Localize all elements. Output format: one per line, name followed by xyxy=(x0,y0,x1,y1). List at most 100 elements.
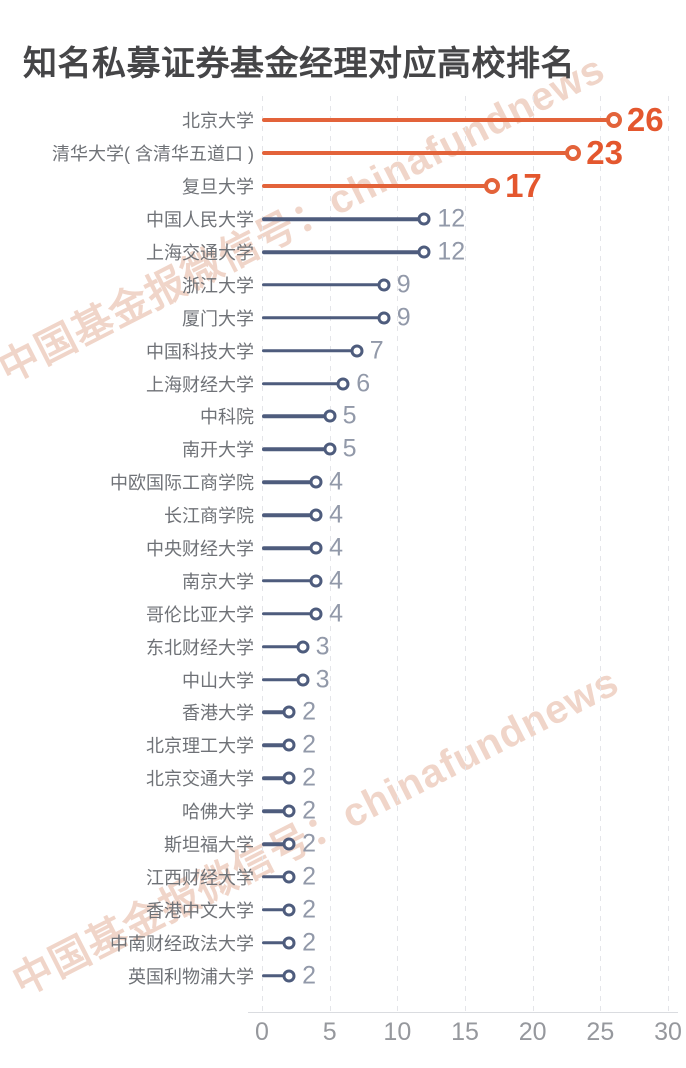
lollipop-dot xyxy=(282,837,296,851)
value-label: 2 xyxy=(302,697,316,726)
category-label: 中山大学 xyxy=(182,670,254,691)
lollipop-line xyxy=(262,283,384,287)
lollipop-line xyxy=(262,447,330,452)
category-label: 上海交通大学 xyxy=(146,243,254,263)
lollipop-track: 4 xyxy=(262,532,686,565)
lollipop-track: 2 xyxy=(262,696,686,729)
lollipop-line xyxy=(262,940,290,945)
lollipop-line xyxy=(262,348,357,353)
lollipop-dot xyxy=(309,475,323,489)
x-tick-label: 10 xyxy=(383,1018,412,1046)
chart-row: 中南财经政法大学 2 xyxy=(0,926,686,959)
chart-row: 中央财经大学 4 xyxy=(0,532,686,565)
lollipop-dot xyxy=(605,112,622,129)
value-label: 3 xyxy=(315,632,330,661)
gridline xyxy=(397,96,399,1012)
lollipop-dot xyxy=(309,574,323,588)
value-label: 17 xyxy=(505,167,542,205)
lollipop-line xyxy=(262,677,303,682)
value-label: 2 xyxy=(302,763,316,792)
value-label: 2 xyxy=(302,730,316,759)
lollipop-dot xyxy=(282,738,296,752)
chart-row: 长江商学院 4 xyxy=(0,499,686,532)
lollipop-track: 9 xyxy=(262,268,686,301)
x-tick-label: 5 xyxy=(322,1018,337,1046)
value-label: 5 xyxy=(342,401,357,430)
lollipop-dot xyxy=(336,377,350,391)
value-label: 2 xyxy=(302,895,316,924)
lollipop-track: 9 xyxy=(262,301,686,334)
chart-row: 英国利物浦大学 2 xyxy=(0,959,686,992)
lollipop-track: 2 xyxy=(262,828,686,861)
value-label: 2 xyxy=(302,796,316,825)
lollipop-line xyxy=(262,875,290,879)
value-label: 26 xyxy=(626,101,664,139)
chart-row: 北京交通大学 2 xyxy=(0,762,686,795)
lollipop-track: 2 xyxy=(262,762,686,795)
lollipop-line xyxy=(262,480,317,484)
lollipop-dot xyxy=(282,705,296,719)
lollipop-track: 2 xyxy=(262,959,686,992)
value-label: 7 xyxy=(369,336,384,365)
gridline xyxy=(600,96,602,1012)
category-label: 哥伦比亚大学 xyxy=(146,604,254,625)
value-label: 4 xyxy=(329,533,344,562)
value-label: 9 xyxy=(396,270,411,299)
gridline xyxy=(329,96,331,1012)
lollipop-track: 2 xyxy=(262,729,686,762)
chart-row: 中国人民大学 12 xyxy=(0,203,686,236)
category-label: 中国人民大学 xyxy=(146,210,254,231)
category-label: 中欧国际工商学院 xyxy=(110,473,254,494)
category-label: 香港大学 xyxy=(182,703,254,724)
lollipop-dot xyxy=(282,771,296,785)
lollipop-line xyxy=(262,381,344,386)
lollipop-line xyxy=(262,513,317,517)
chart-row: 哈佛大学 2 xyxy=(0,795,686,828)
lollipop-line xyxy=(262,743,290,748)
category-label: 浙江大学 xyxy=(182,275,254,296)
lollipop-track: 2 xyxy=(262,926,686,959)
lollipop-line xyxy=(262,710,290,715)
chart-row: 南开大学 5 xyxy=(0,433,686,466)
gridline xyxy=(532,96,534,1012)
lollipop-track: 4 xyxy=(262,499,686,532)
chart-row: 上海交通大学 12 xyxy=(0,236,686,269)
lollipop-dot xyxy=(309,508,323,522)
lollipop-dot xyxy=(296,673,310,687)
chart-row: 复旦大学 17 xyxy=(0,167,686,205)
gridline xyxy=(668,96,669,1012)
category-label: 上海财经大学 xyxy=(146,374,254,395)
chart-row: 浙江大学 9 xyxy=(0,268,686,301)
lollipop-dot xyxy=(417,212,431,226)
category-label: 南京大学 xyxy=(182,571,254,592)
lollipop-track: 26 xyxy=(262,101,686,139)
lollipop-dot xyxy=(282,969,296,983)
lollipop-line xyxy=(262,842,290,846)
lollipop-dot xyxy=(323,409,337,423)
chart-row: 江西财经大学 2 xyxy=(0,860,686,893)
category-label: 北京理工大学 xyxy=(146,736,254,757)
lollipop-track: 12 xyxy=(262,236,686,269)
chart-row: 北京大学 26 xyxy=(0,101,686,139)
category-label: 中南财经政法大学 xyxy=(110,933,254,954)
chart-row: 中科院 5 xyxy=(0,400,686,433)
category-label: 哈佛大学 xyxy=(182,802,254,823)
chart-row: 中山大学 3 xyxy=(0,663,686,696)
lollipop-track: 4 xyxy=(262,564,686,597)
lollipop-line xyxy=(262,546,317,550)
lollipop-dot xyxy=(282,804,296,818)
chart-row: 清华大学( 含清华五道口 ) 23 xyxy=(0,134,686,171)
value-label: 4 xyxy=(329,566,344,595)
lollipop-track: 12 xyxy=(262,203,686,236)
chart-row: 南京大学 4 xyxy=(0,564,686,597)
lollipop-dot xyxy=(309,607,323,621)
lollipop-dot xyxy=(565,145,582,162)
category-label: 复旦大学 xyxy=(182,177,254,198)
category-label: 南开大学 xyxy=(182,440,254,461)
value-label: 2 xyxy=(302,862,316,891)
chart-row: 香港大学 2 xyxy=(0,696,686,729)
value-label: 9 xyxy=(396,303,411,332)
chart-row: 厦门大学 9 xyxy=(0,301,686,334)
chart-row: 北京理工大学 2 xyxy=(0,729,686,762)
